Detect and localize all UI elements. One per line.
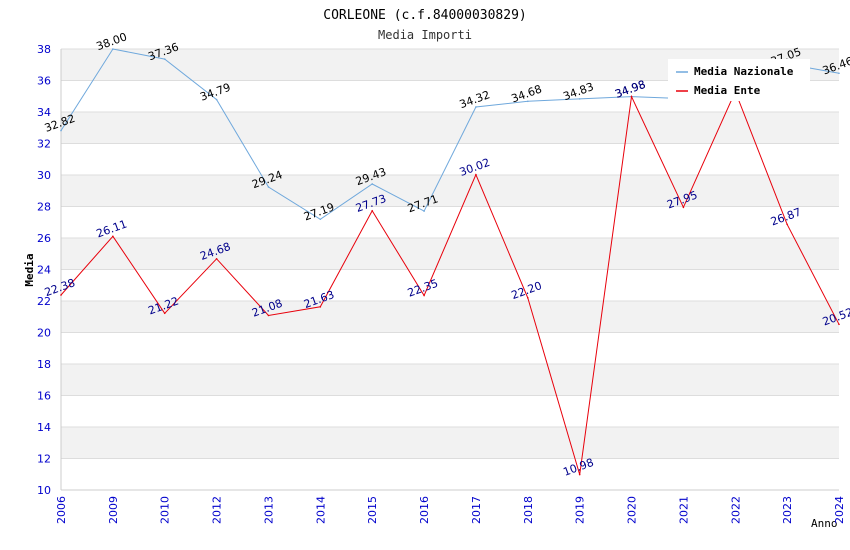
data-label: 22.38 — [43, 276, 77, 299]
y-tick-label: 14 — [37, 421, 51, 434]
y-tick-label: 18 — [37, 358, 51, 371]
y-tick-label: 26 — [37, 232, 51, 245]
data-point — [215, 98, 218, 101]
y-tick-label: 20 — [37, 327, 51, 340]
data-point — [163, 58, 166, 60]
grid-band — [61, 427, 839, 459]
x-tick-label: 2022 — [729, 496, 742, 524]
x-tick-label: 2019 — [574, 496, 587, 524]
data-label: 22.20 — [510, 279, 544, 302]
x-tick-label: 2024 — [833, 496, 846, 524]
y-tick-label: 32 — [37, 138, 51, 151]
grid-lines — [60, 48, 839, 491]
data-point — [475, 173, 477, 176]
data-point — [578, 98, 581, 100]
data-point — [838, 72, 840, 75]
data-point — [267, 186, 270, 188]
data-point — [682, 206, 685, 209]
data-point — [630, 95, 633, 98]
grid-band — [61, 364, 839, 396]
data-point — [423, 210, 425, 212]
data-point — [527, 100, 529, 103]
y-tick-label: 22 — [37, 295, 51, 308]
data-label: 34.83 — [561, 80, 595, 103]
data-point — [60, 294, 62, 296]
x-tick-labels: 2006 2009 2010 2012 2013 2014 2015 2016 2017 2018… — [55, 496, 846, 524]
y-tick-labels: 10 12 14 16 18 20 22 24 26 28 30 32 34 36 38 — [37, 43, 51, 497]
x-tick-label: 2010 — [159, 496, 172, 524]
series-line-media-ente — [60, 90, 840, 475]
y-tick-label: 30 — [37, 169, 51, 182]
x-tick-label: 2014 — [314, 496, 327, 524]
legend-box — [668, 59, 810, 101]
data-point — [527, 297, 529, 299]
data-point — [371, 209, 374, 212]
chart-subtitle: Media Importi — [378, 28, 472, 42]
data-label: 34.68 — [510, 83, 544, 106]
data-point — [319, 218, 322, 221]
y-tick-label: 10 — [37, 484, 51, 497]
data-label: 10.98 — [561, 456, 595, 479]
data-point — [215, 257, 218, 260]
legend: Media Nazionale Media Ente — [668, 59, 810, 101]
x-axis-label: Anno — [811, 517, 838, 530]
x-tick-label: 2020 — [626, 496, 639, 524]
grid-bands — [61, 49, 839, 459]
data-label: 34.32 — [458, 88, 492, 111]
legend-label-nazionale: Media Nazionale — [694, 65, 794, 78]
data-point — [423, 294, 425, 297]
data-point — [163, 312, 166, 315]
grid-band — [61, 301, 839, 333]
x-tick-label: 2023 — [781, 496, 794, 524]
data-label: 22.35 — [406, 277, 440, 300]
y-axis-label: Media — [23, 253, 36, 286]
y-tick-label: 16 — [37, 390, 51, 403]
grid-band — [61, 112, 839, 144]
x-tick-label: 2006 — [55, 496, 68, 524]
data-point — [838, 323, 840, 326]
x-tick-label: 2016 — [418, 496, 431, 524]
x-tick-label: 2021 — [677, 496, 690, 524]
data-point — [371, 183, 374, 185]
x-tick-label: 2017 — [470, 496, 483, 524]
x-tick-label: 2009 — [107, 496, 120, 524]
data-point — [267, 314, 270, 317]
data-point — [319, 306, 322, 308]
y-tick-label: 24 — [37, 264, 51, 277]
x-tick-label: 2012 — [211, 496, 224, 524]
data-point — [786, 223, 788, 226]
data-label: 34.79 — [198, 81, 232, 104]
y-tick-label: 34 — [37, 106, 51, 119]
grid-band — [61, 238, 839, 270]
y-tick-label: 28 — [37, 201, 51, 214]
data-point — [112, 48, 114, 50]
data-label: 26.87 — [769, 206, 803, 229]
data-point — [60, 129, 62, 132]
chart-title: CORLEONE (c.f.84000030829) — [323, 8, 527, 23]
data-point — [578, 473, 581, 476]
x-tick-label: 2015 — [366, 496, 379, 524]
y-tick-label: 36 — [37, 75, 51, 88]
y-tick-label: 12 — [37, 453, 51, 466]
x-tick-label: 2013 — [262, 496, 275, 524]
data-point — [112, 235, 114, 238]
legend-label-ente: Media Ente — [694, 84, 761, 97]
y-tick-label: 38 — [37, 43, 51, 56]
grid-band — [61, 175, 839, 207]
data-point — [475, 106, 477, 108]
x-tick-label: 2018 — [522, 496, 535, 524]
